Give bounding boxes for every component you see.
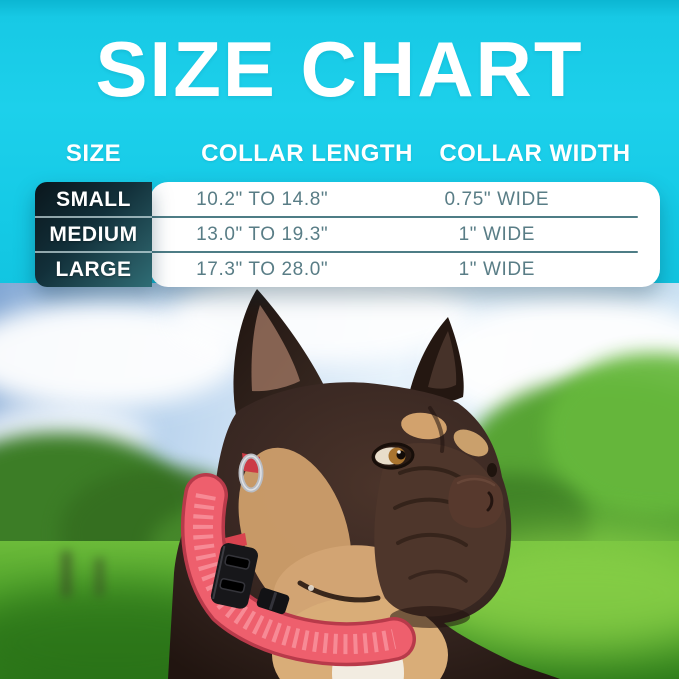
cloud	[170, 283, 470, 364]
measurements-panel: 10.2" TO 14.8" 0.75" WIDE 13.0" TO 19.3"…	[150, 182, 660, 287]
large-collar-width: 1" WIDE	[458, 258, 535, 280]
dog-nose	[448, 474, 504, 528]
french-bulldog	[168, 289, 560, 679]
row-divider	[150, 251, 638, 253]
table-row-small: 10.2" TO 14.8" 0.75" WIDE	[150, 182, 660, 217]
column-header-collar-width: COLLAR WIDTH	[439, 140, 631, 167]
medium-collar-length: 13.0" TO 19.3"	[196, 223, 329, 245]
row-divider	[35, 251, 152, 253]
tree-trunk	[96, 558, 103, 596]
dog-right-ear	[406, 317, 464, 408]
large-collar-length: 17.3" TO 28.0"	[196, 258, 329, 280]
dog-eye	[371, 442, 415, 470]
medium-collar-width: 1" WIDE	[458, 223, 535, 245]
dog-eyebrow-tan	[453, 429, 489, 457]
dog-collar	[180, 453, 416, 667]
row-divider	[35, 216, 152, 218]
page-title: SIZE CHART	[95, 25, 584, 113]
tree-trunk	[62, 551, 71, 597]
dog-far-eye	[487, 463, 497, 477]
dog-mouth	[297, 580, 381, 603]
small-collar-width: 0.75" WIDE	[444, 188, 550, 210]
small-collar-length: 10.2" TO 14.8"	[196, 188, 329, 210]
column-header-size: SIZE	[65, 140, 122, 167]
size-column: SMALL MEDIUM LARGE	[35, 182, 152, 287]
dog-left-ear	[233, 289, 330, 416]
table-row-large: 17.3" TO 28.0" 1" WIDE	[150, 252, 660, 287]
collar-buckle	[210, 543, 258, 609]
size-label-small: SMALL	[56, 187, 131, 211]
size-label-large: LARGE	[55, 257, 132, 281]
dog-photo	[0, 283, 679, 679]
table-row-medium: 13.0" TO 19.3" 1" WIDE	[150, 217, 660, 252]
size-label-medium: MEDIUM	[49, 222, 138, 246]
collar-slider	[256, 587, 290, 615]
row-divider	[150, 216, 638, 218]
column-header-collar-length: COLLAR LENGTH	[201, 140, 413, 167]
dog-forehead-furrow	[428, 406, 445, 453]
